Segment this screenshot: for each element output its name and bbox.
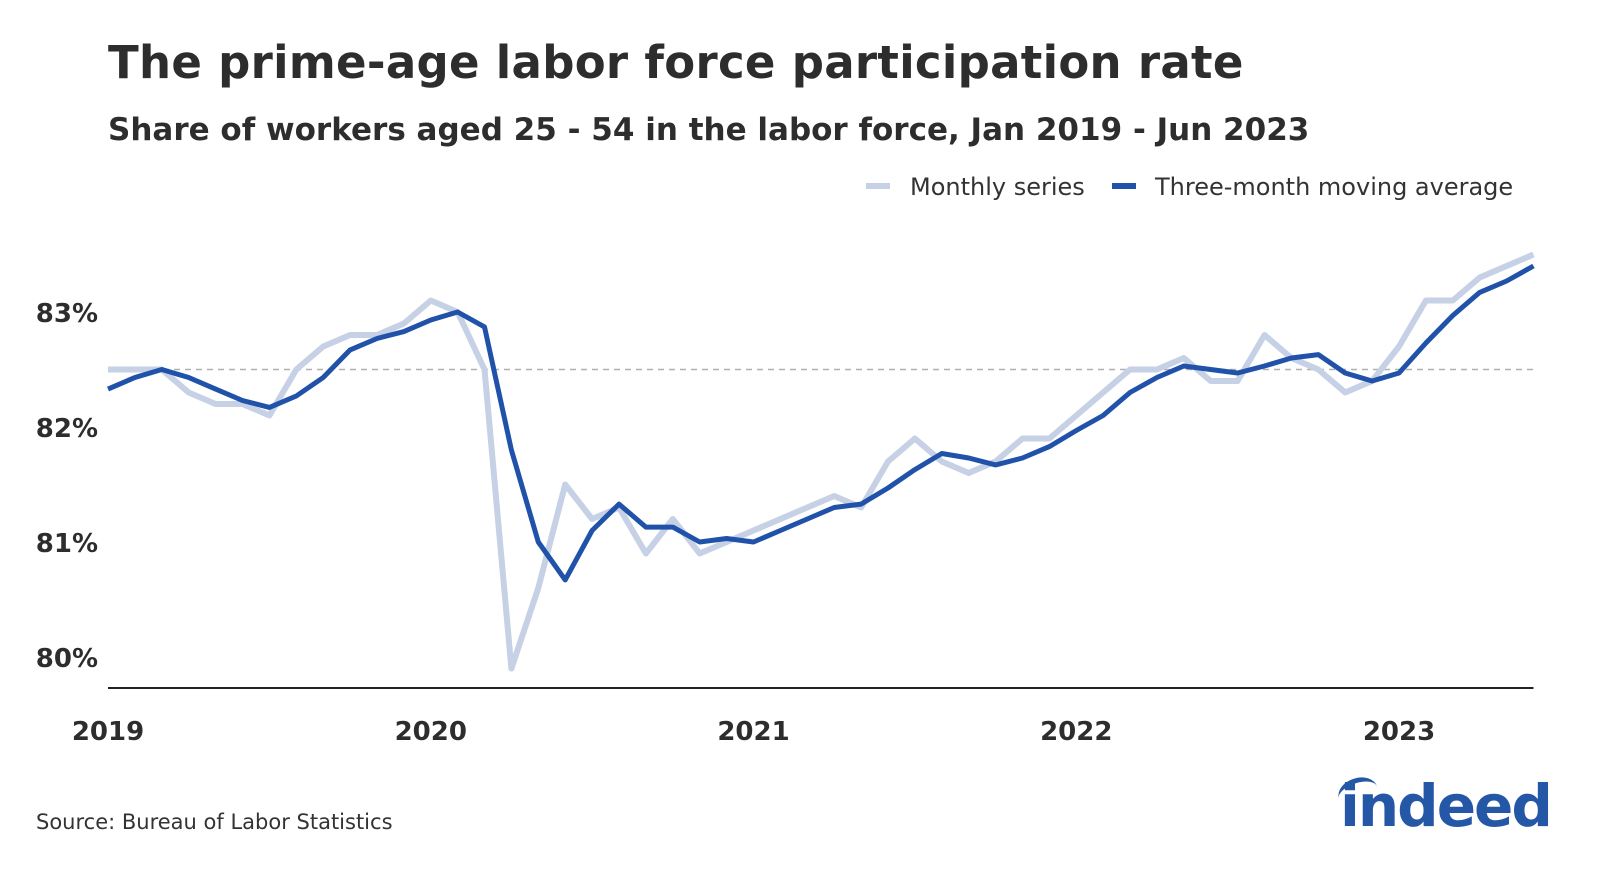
source-note: Source: Bureau of Labor Statistics	[36, 810, 393, 834]
y-tick-label: 82%	[36, 414, 98, 444]
series-line-moving-average	[107, 263, 1535, 583]
x-tick-label: 2021	[717, 717, 789, 747]
y-tick-label: 81%	[36, 529, 98, 559]
x-tick-label: 2020	[395, 717, 467, 747]
y-tick-label: 83%	[36, 299, 98, 329]
legend-label-monthly: Monthly series	[910, 173, 1085, 201]
indeed-logo: indeed	[1340, 772, 1553, 840]
x-tick-label: 2022	[1040, 717, 1112, 747]
x-tick-label: 2023	[1363, 717, 1435, 747]
y-tick-label: 80%	[36, 644, 98, 674]
x-tick-label: 2019	[72, 717, 144, 747]
legend: Monthly series Three-month moving averag…	[866, 173, 1513, 201]
chart-subtitle: Share of workers aged 25 - 54 in the lab…	[108, 112, 1310, 148]
chart-title: The prime-age labor force participation …	[108, 36, 1244, 89]
series-line-monthly	[108, 251, 1535, 672]
legend-label-moving-average: Three-month moving average	[1154, 173, 1513, 201]
